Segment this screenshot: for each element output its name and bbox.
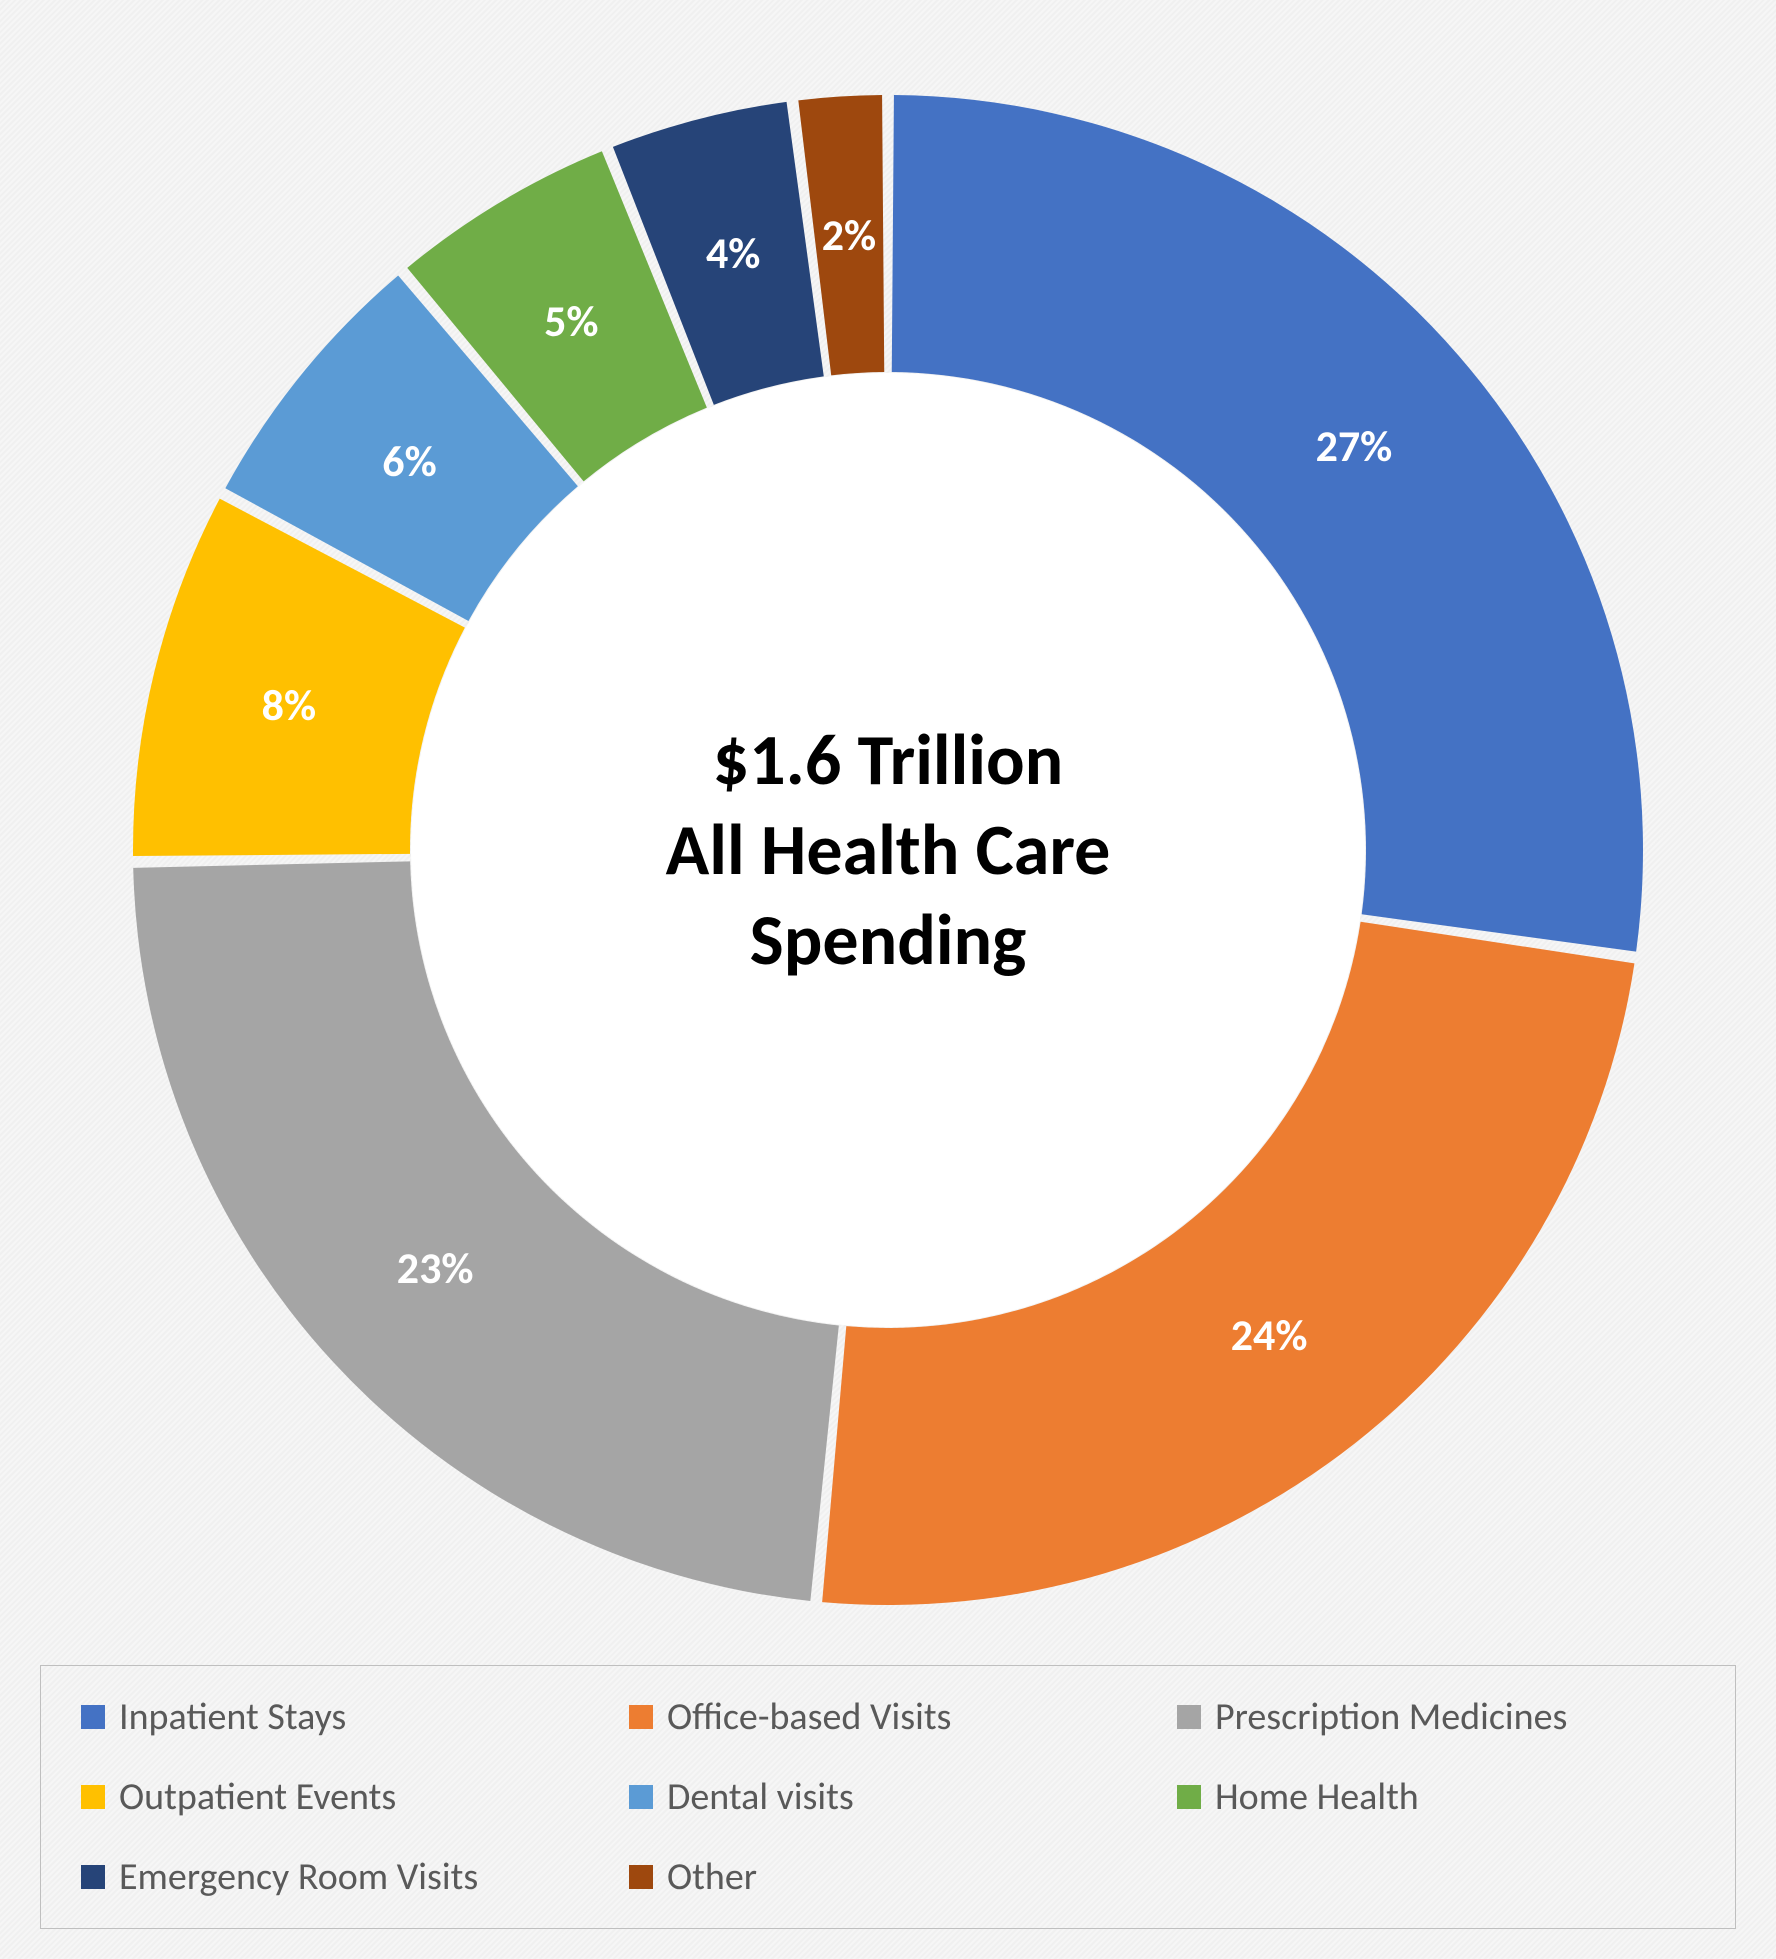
legend-label-1: Office-based Visits [667,1694,951,1740]
legend-label-6: Emergency Room Visits [119,1854,478,1900]
legend-swatch-6 [81,1865,105,1889]
doughnut-chart: $1.6 Trillion All Health Care Spending 2… [68,30,1708,1670]
legend-label-4: Dental visits [667,1774,854,1820]
legend-swatch-2 [1177,1705,1201,1729]
slice-label-0: 27% [1316,419,1393,473]
slice-label-3: 8% [262,678,316,732]
legend-item-1: Office-based Visits [629,1694,1147,1740]
legend-swatch-4 [629,1785,653,1809]
slice-label-6: 4% [706,226,760,280]
legend-label-3: Outpatient Events [119,1774,396,1820]
legend-item-0: Inpatient Stays [81,1694,599,1740]
legend-label-2: Prescription Medicines [1215,1694,1567,1740]
legend-swatch-1 [629,1705,653,1729]
slice-label-4: 6% [382,434,436,488]
legend: Inpatient Stays Office-based Visits Prescr… [40,1665,1736,1929]
legend-swatch-7 [629,1865,653,1889]
legend-item-5: Home Health [1177,1774,1695,1820]
legend-item-3: Outpatient Events [81,1774,599,1820]
legend-item-2: Prescription Medicines [1177,1694,1695,1740]
slice-label-2: 23% [397,1241,474,1295]
legend-label-7: Other [667,1854,757,1900]
legend-label-0: Inpatient Stays [119,1694,346,1740]
slice-label-1: 24% [1231,1308,1308,1362]
legend-swatch-0 [81,1705,105,1729]
legend-label-5: Home Health [1215,1774,1419,1820]
slice-label-5: 5% [544,294,598,348]
slice-label-7: 2% [822,208,876,262]
legend-item-6: Emergency Room Visits [81,1854,599,1900]
legend-item-7: Other [629,1854,1147,1900]
legend-swatch-3 [81,1785,105,1809]
chart-center-title: $1.6 Trillion All Health Care Spending [666,715,1111,985]
legend-swatch-5 [1177,1785,1201,1809]
legend-item-4: Dental visits [629,1774,1147,1820]
